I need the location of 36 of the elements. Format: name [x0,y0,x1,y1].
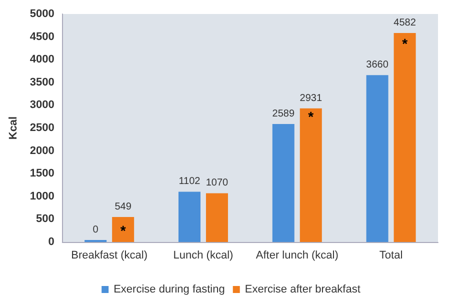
y-tick-label: 3000 [30,99,54,112]
y-tick-label: 1000 [30,190,54,202]
y-tick-label: 4500 [30,30,54,43]
y-tick-label: 4000 [30,54,54,66]
data-label: 0 [92,224,99,236]
legend-label: Exercise after breakfast [244,284,360,296]
x-tick-label: Total [379,250,403,262]
annotation: * [120,222,126,239]
data-label: 1070 [206,178,229,189]
data-label: 2931 [300,92,322,104]
bar [272,124,294,242]
legend-label: Exercise during fasting [114,284,225,296]
y-tick-label: 0 [48,236,54,248]
bar [366,75,388,242]
annotation: * [308,108,314,125]
bar [206,193,228,242]
y-tick-label: 5000 [30,8,54,20]
annotation: * [402,36,408,52]
y-tick-label: 3500 [30,76,54,88]
y-tick-label: 1500 [30,168,54,180]
y-tick-label: 500 [36,213,54,226]
y-tick-label: 2500 [30,122,54,134]
x-tick-label: After lunch (kcal) [256,250,338,262]
bar [394,33,416,242]
y-axis-title: Kcal [8,116,20,140]
data-label: 549 [114,201,132,212]
x-tick-label: Lunch (kcal) [173,250,234,262]
y-tick-label: 2000 [30,144,54,157]
data-label: 4582 [394,18,416,29]
bar [300,108,322,242]
x-tick-label: Breakfast (kcal) [71,250,148,262]
bar [178,192,200,242]
data-label: 2589 [272,108,295,120]
data-label: 1102 [178,176,201,188]
bar [112,216,134,242]
data-label: 3660 [366,60,389,71]
